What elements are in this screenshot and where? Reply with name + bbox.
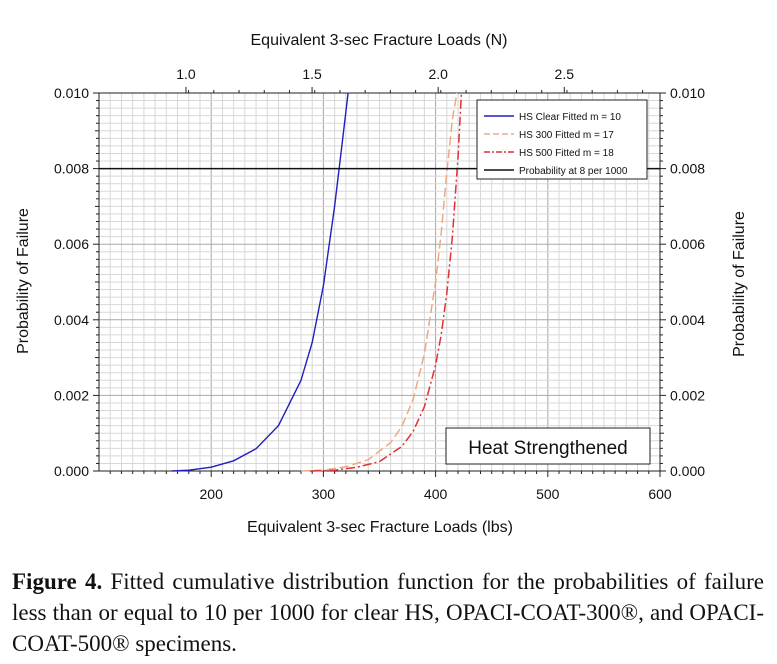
top-axis-title: Equivalent 3-sec Fracture Loads (N): [251, 32, 508, 49]
y-tick-label: 0.004: [54, 312, 89, 328]
series-line: [171, 92, 349, 472]
x-tick-label: 200: [200, 486, 224, 502]
x2-tick-label: 2.5: [555, 66, 575, 82]
caption-text: Fitted cumulative distribution function …: [12, 569, 765, 656]
x-tick-label: 300: [312, 486, 336, 502]
x2-tick-label: 1.0: [176, 66, 196, 82]
legend-label: HS Clear Fitted m = 10: [519, 112, 621, 123]
y-tick-label: 0.008: [54, 161, 89, 177]
y2-tick-label: 0.004: [670, 312, 705, 328]
x-tick-label: 500: [536, 486, 560, 502]
y2-tick-label: 0.006: [670, 236, 705, 252]
y2-tick-label: 0.008: [670, 161, 705, 177]
x-tick-label: 600: [648, 486, 672, 502]
y-tick-label: 0.002: [54, 387, 89, 403]
left-axis-title: Probability of Failure: [15, 208, 32, 354]
caption-label: Figure 4.: [12, 569, 103, 594]
y-tick-label: 0.006: [54, 236, 89, 252]
legend-frame: [476, 99, 648, 180]
legend-label: HS 300 Fitted m = 17: [519, 130, 614, 141]
legend-label: Probability at 8 per 1000: [519, 166, 628, 177]
y2-tick-label: 0.002: [670, 387, 705, 403]
series-line: [300, 92, 458, 472]
y-tick-label: 0.010: [54, 85, 89, 101]
y2-tick-label: 0.010: [670, 85, 705, 101]
right-axis-title: Probability of Failure: [731, 211, 748, 357]
x-tick-label: 400: [424, 486, 448, 502]
chart: 200 300 400 500 600 1.0 1.5 2.0 2.5 0.000 0.000 0.0…: [15, 32, 748, 536]
chart-label-frame: [445, 427, 651, 465]
chart-label-box: Heat Strengthened: [445, 427, 651, 465]
legend-label: HS 500 Fitted m = 18: [519, 148, 614, 159]
series-line: [312, 92, 463, 472]
y-tick-label: 0.000: [54, 463, 89, 479]
figure-caption: Figure 4. Fitted cumulative distribution…: [12, 566, 764, 659]
x2-tick-label: 1.5: [302, 66, 322, 82]
legend: HS Clear Fitted m = 10 HS 300 Fitted m = …: [476, 99, 648, 180]
y2-tick-label: 0.000: [670, 463, 705, 479]
axis-ticks: 200 300 400 500 600 1.0 1.5 2.0 2.5 0.000 0.000 0.0…: [54, 66, 705, 502]
chart-title: Heat Strengthened: [468, 438, 628, 459]
bottom-axis-title: Equivalent 3-sec Fracture Loads (lbs): [247, 519, 513, 536]
x2-tick-label: 2.0: [428, 66, 448, 82]
